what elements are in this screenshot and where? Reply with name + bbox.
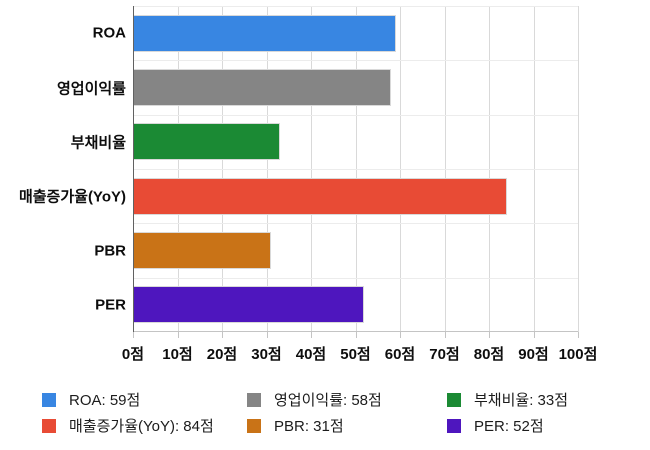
axis-tick-mark [533, 332, 535, 338]
x-axis-line [133, 331, 578, 332]
category-label: 영업이익률 [56, 80, 126, 97]
legend-item[interactable]: ROA: 59점 [42, 389, 247, 410]
legend-color-swatch [447, 392, 461, 407]
x-tick-label: 80점 [473, 346, 505, 363]
bar-매출증가율(YoY)[interactable] [133, 177, 507, 215]
x-tick-label: 30점 [251, 346, 282, 363]
legend-label: 부채비율: 33점 [474, 392, 569, 409]
x-tick-label: 90점 [518, 346, 549, 363]
legend-color-swatch [42, 392, 56, 407]
gridline-horizontal [133, 114, 578, 116]
gridline-horizontal [133, 60, 578, 62]
legend-color-swatch [247, 392, 261, 407]
axis-tick-mark [400, 332, 401, 338]
x-tick-label: 70점 [429, 346, 460, 363]
legend-color-swatch [42, 418, 56, 433]
gridline-horizontal [133, 223, 578, 225]
x-tick-label: 10점 [162, 346, 193, 363]
axis-tick-mark [311, 332, 312, 338]
category-label: PER [95, 296, 126, 314]
axis-tick-mark [355, 332, 357, 338]
gridline-horizontal [133, 277, 578, 279]
legend-label: PER: 52점 [474, 418, 544, 435]
legend-label: 영업이익률: 58점 [274, 392, 382, 409]
category-label: ROA [92, 24, 126, 42]
category-label: PBR [94, 242, 126, 259]
x-tick-label: 100점 [558, 346, 598, 363]
legend-item[interactable]: 부채비율: 33점 [447, 389, 568, 410]
legend-color-swatch [247, 418, 261, 433]
x-tick-label: 40점 [295, 346, 327, 363]
gridline-vertical [578, 6, 579, 332]
axis-tick-mark [133, 332, 134, 338]
gridline-horizontal [133, 169, 578, 170]
x-tick-label: 0점 [121, 346, 145, 363]
legend-label: 매출증가율(YoY): 84점 [69, 418, 214, 435]
legend-item[interactable]: 매출증가율(YoY): 84점 [42, 415, 247, 436]
axis-tick-mark [222, 332, 223, 338]
bar-PBR[interactable] [133, 232, 271, 269]
legend-item[interactable]: PBR: 31점 [247, 415, 447, 436]
category-label: 매출증가율(YoY) [18, 188, 126, 206]
bar-부채비율[interactable] [133, 123, 280, 161]
legend-label: PBR: 31점 [274, 418, 344, 435]
legend-label: ROA: 59점 [69, 392, 141, 409]
axis-tick-mark [444, 332, 446, 338]
plot-area [133, 6, 579, 338]
category-label: 부채비율 [70, 134, 126, 152]
y-axis-baseline [133, 6, 134, 332]
legend-item[interactable]: 영업이익률: 58점 [247, 389, 447, 410]
bar-영업이익률[interactable] [133, 69, 392, 106]
x-tick-label: 50점 [340, 346, 371, 363]
axis-tick-mark [177, 332, 179, 338]
x-tick-label: 20점 [206, 346, 238, 363]
axis-tick-mark [266, 332, 268, 338]
bar-ROA[interactable] [133, 14, 396, 52]
axis-tick-mark [578, 332, 579, 338]
gridline-horizontal [133, 6, 578, 7]
legend-item[interactable]: PER: 52점 [447, 415, 568, 436]
bar-PER[interactable] [133, 286, 365, 324]
axis-tick-mark [489, 332, 490, 338]
x-tick-label: 60점 [384, 346, 416, 363]
legend-color-swatch [447, 418, 461, 433]
